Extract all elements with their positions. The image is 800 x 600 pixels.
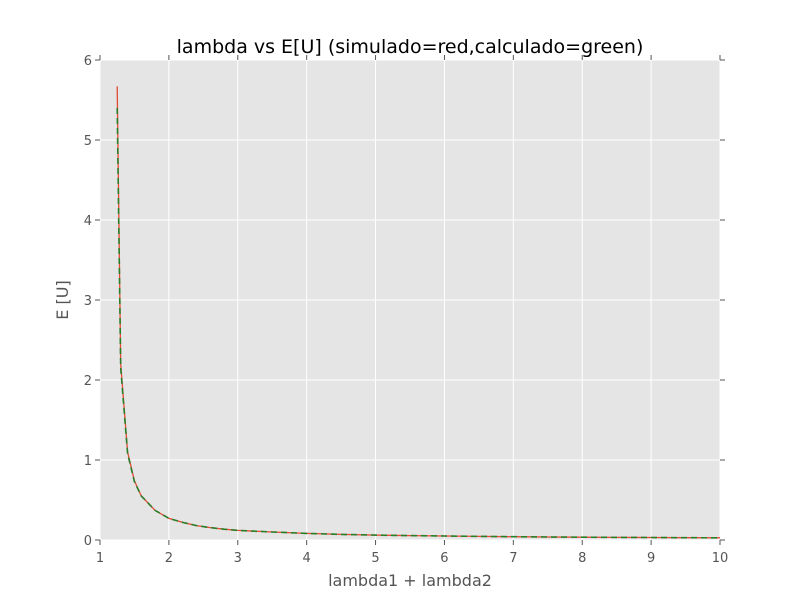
x-tick-label: 8 <box>578 551 586 566</box>
x-tick-label: 1 <box>96 551 104 566</box>
x-tick-label: 3 <box>234 551 242 566</box>
x-axis-label: lambda1 + lambda2 <box>328 571 492 590</box>
x-tick-label: 6 <box>440 551 448 566</box>
y-tick-label: 1 <box>84 454 92 469</box>
series-layer <box>116 86 721 539</box>
x-tick-label: 10 <box>712 551 729 566</box>
y-axis-label: E [U] <box>53 280 72 319</box>
x-tick-label: 7 <box>509 551 517 566</box>
x-tick-label: 2 <box>165 551 173 566</box>
y-tick-label: 2 <box>84 374 92 389</box>
series-calculado-line <box>116 107 721 539</box>
x-tick-label: 9 <box>647 551 655 566</box>
x-tick-label: 4 <box>303 551 311 566</box>
x-tick-label: 5 <box>371 551 379 566</box>
chart-title: lambda vs E[U] (simulado=red,calculado=g… <box>177 36 644 58</box>
y-tick-label: 4 <box>84 214 92 229</box>
y-tick-label: 5 <box>84 134 92 149</box>
y-tick-label: 3 <box>84 294 92 309</box>
y-tick-label: 0 <box>84 534 92 549</box>
y-tick-label: 6 <box>84 54 92 69</box>
